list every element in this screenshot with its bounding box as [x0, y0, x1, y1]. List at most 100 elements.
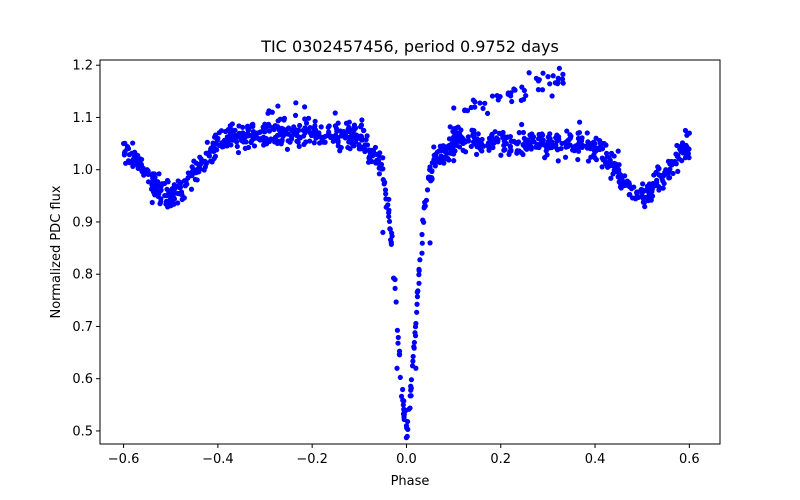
data-point — [477, 141, 483, 147]
data-point — [332, 123, 338, 129]
data-point — [408, 377, 415, 383]
data-point — [604, 162, 610, 168]
data-point — [419, 231, 425, 238]
data-point — [234, 143, 240, 150]
data-point — [601, 141, 607, 147]
data-point — [260, 124, 266, 130]
data-point — [228, 130, 234, 136]
data-point — [258, 136, 264, 142]
data-point — [364, 133, 370, 139]
data-point — [416, 280, 422, 286]
data-point — [380, 229, 386, 236]
data-point — [493, 135, 500, 141]
data-point — [608, 175, 614, 181]
data-point — [376, 171, 382, 177]
data-point — [406, 406, 412, 412]
data-point — [599, 164, 605, 170]
data-point — [346, 119, 352, 125]
data-point — [395, 334, 401, 341]
data-point — [364, 142, 371, 148]
data-point — [668, 159, 674, 165]
data-point — [419, 250, 425, 256]
data-point — [353, 132, 360, 138]
data-point — [275, 103, 281, 109]
data-point — [272, 136, 279, 142]
data-point — [120, 140, 127, 147]
data-point — [349, 133, 355, 139]
data-point — [394, 327, 400, 333]
data-point — [156, 171, 162, 177]
data-point — [215, 135, 221, 141]
data-point — [422, 203, 428, 209]
y-tick-label: 0.7 — [72, 320, 93, 335]
data-point — [237, 131, 243, 137]
data-point — [179, 196, 185, 203]
data-point — [666, 175, 673, 181]
data-point — [400, 402, 406, 408]
data-point — [388, 237, 394, 243]
data-point — [242, 145, 248, 151]
data-point — [655, 183, 662, 190]
y-tick-label: 1.2 — [72, 59, 93, 74]
data-point — [486, 147, 492, 153]
data-point — [292, 112, 299, 118]
data-point — [164, 186, 170, 192]
data-point — [414, 301, 420, 307]
data-point — [585, 139, 591, 145]
data-point — [477, 145, 483, 151]
data-point — [345, 126, 351, 132]
data-point — [168, 193, 174, 199]
data-point — [547, 138, 554, 145]
data-point — [559, 76, 566, 82]
data-point — [306, 127, 312, 134]
data-point — [403, 423, 410, 429]
data-point — [158, 199, 164, 205]
data-point — [514, 148, 520, 154]
data-point — [322, 133, 328, 140]
data-point — [362, 146, 368, 153]
data-point — [320, 139, 327, 145]
data-point — [518, 150, 525, 156]
data-point — [325, 124, 331, 130]
data-point — [575, 156, 581, 163]
y-tick-label: 0.8 — [72, 268, 93, 283]
data-point — [618, 181, 625, 187]
x-axis-label: Phase — [391, 474, 430, 489]
data-point — [293, 100, 299, 106]
data-point — [489, 132, 495, 139]
data-point — [155, 193, 161, 199]
data-point — [484, 110, 491, 116]
data-point — [482, 100, 488, 106]
data-point — [168, 202, 175, 208]
data-point — [475, 131, 481, 137]
data-point — [498, 152, 504, 158]
data-point — [686, 155, 692, 161]
data-point — [269, 109, 275, 115]
data-point — [523, 93, 529, 99]
data-point — [518, 97, 524, 103]
data-point — [662, 171, 669, 177]
data-point — [261, 142, 267, 148]
data-point — [218, 128, 225, 134]
data-point — [507, 149, 513, 155]
data-point — [383, 191, 389, 197]
data-point — [489, 93, 496, 99]
data-point — [270, 125, 276, 131]
data-point — [392, 276, 398, 283]
data-point — [413, 365, 419, 371]
data-point — [150, 171, 156, 177]
data-point — [429, 176, 435, 183]
data-point — [284, 131, 290, 137]
data-point — [589, 145, 595, 152]
data-point — [644, 183, 650, 189]
data-point — [660, 185, 666, 191]
data-point — [676, 156, 682, 162]
data-point — [138, 162, 145, 168]
data-point — [617, 174, 624, 180]
data-point — [280, 133, 286, 139]
data-point — [655, 164, 661, 170]
data-point — [284, 146, 291, 152]
data-point — [451, 151, 457, 157]
data-point — [198, 156, 204, 162]
data-point — [611, 153, 617, 159]
